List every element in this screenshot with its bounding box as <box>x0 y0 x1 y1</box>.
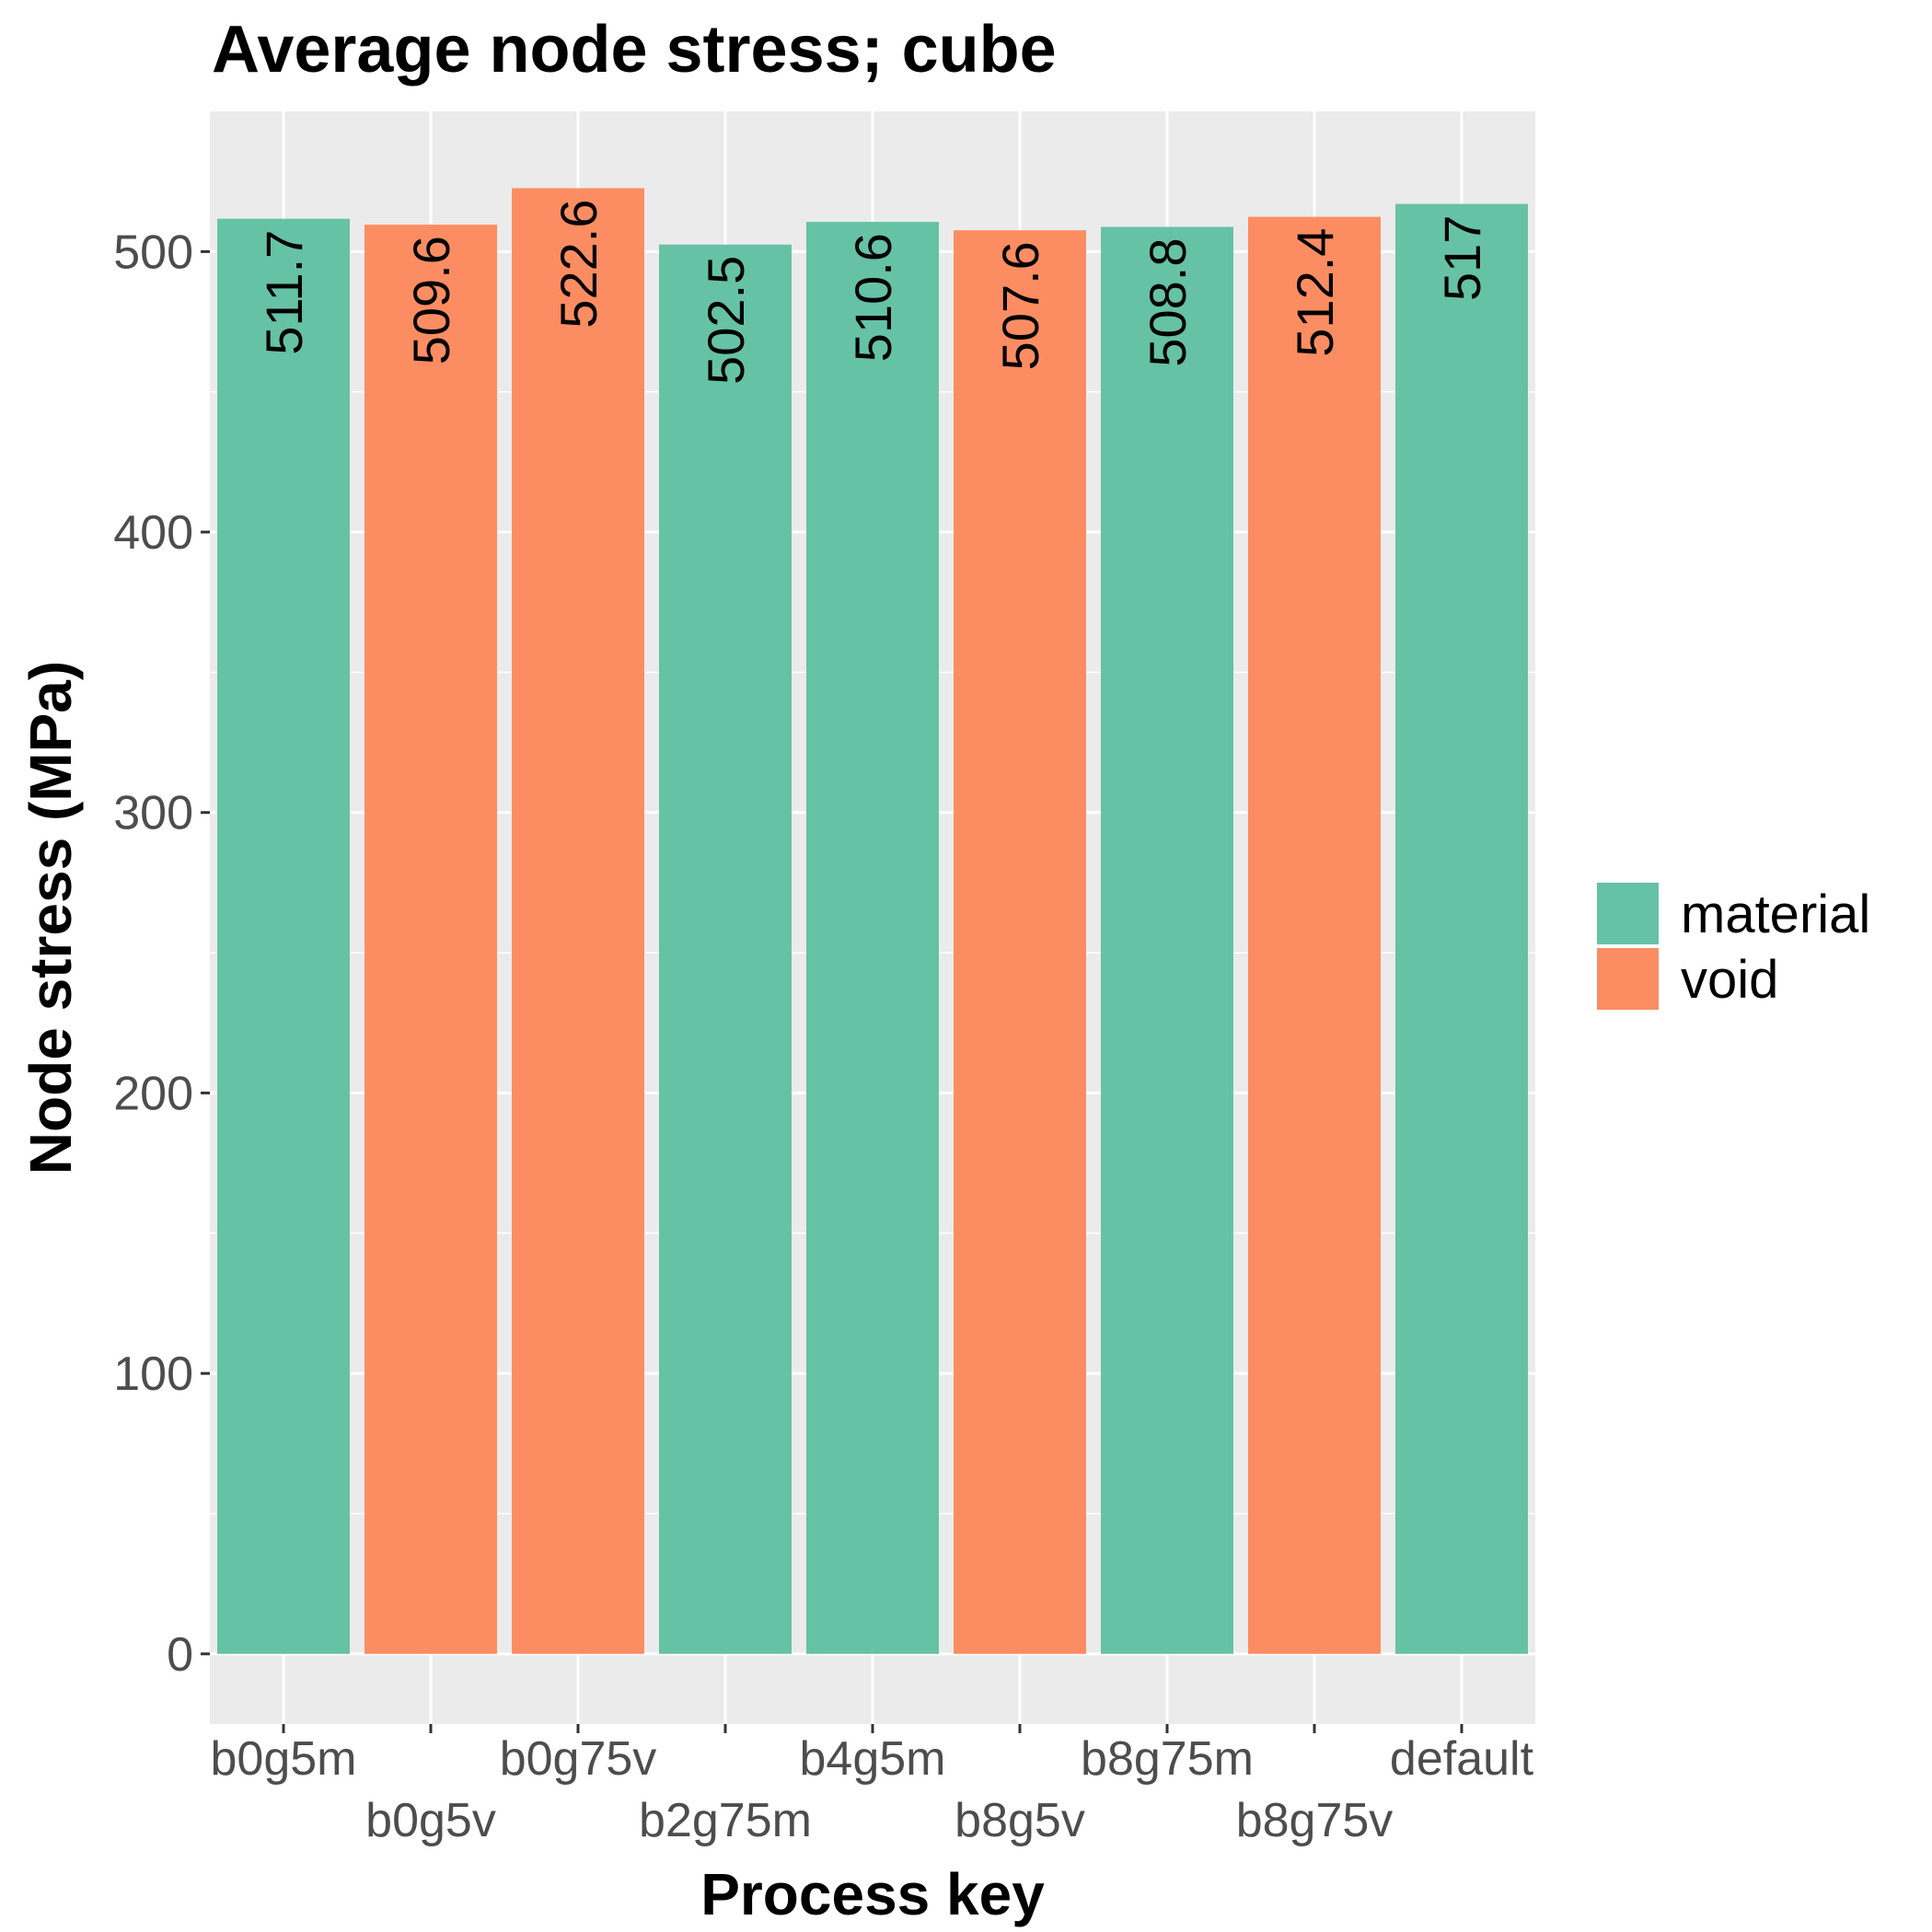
legend: material void <box>1595 881 1870 1012</box>
y-tick-label: 100 <box>113 1348 193 1401</box>
x-tick-label: b0g75v <box>500 1732 657 1786</box>
legend-label: material <box>1681 885 1870 944</box>
bar-b0g5m <box>217 218 350 1654</box>
x-tick-label: default <box>1390 1732 1534 1786</box>
x-tick-label: b2g75m <box>639 1794 812 1847</box>
y-tick-label: 500 <box>113 226 193 279</box>
y-tick-label: 400 <box>113 506 193 560</box>
y-tick-label: 200 <box>113 1067 193 1120</box>
bar-b8g75m <box>1101 226 1233 1654</box>
data-labels: 511.7 509.6 522.6 502.5 510.6 507.6 508.8 512.4… <box>255 199 1491 384</box>
x-tick-label: b4g5m <box>800 1732 946 1786</box>
y-axis: 0 100 200 300 400 500 <box>113 226 210 1682</box>
value-label: 509.6 <box>402 236 460 364</box>
bar-default <box>1395 203 1528 1654</box>
bar-b2g75m <box>659 244 792 1654</box>
bar-b8g5v <box>954 230 1086 1654</box>
x-tick-label: b8g5v <box>954 1794 1085 1847</box>
x-tick-label: b8g75m <box>1081 1732 1254 1786</box>
value-label: 502.5 <box>697 256 755 385</box>
value-label: 512.4 <box>1286 228 1344 357</box>
value-label: 508.8 <box>1139 238 1197 367</box>
value-label: 517 <box>1433 215 1491 301</box>
bar-b0g5v <box>364 225 497 1654</box>
legend-swatch-void <box>1597 948 1659 1010</box>
value-label: 510.6 <box>844 233 902 362</box>
x-tick-label: b8g75v <box>1236 1794 1394 1847</box>
y-tick-label: 300 <box>113 787 193 840</box>
value-label: 511.7 <box>255 230 313 355</box>
value-label: 507.6 <box>991 241 1049 370</box>
bars <box>217 188 1528 1654</box>
chart-title: Average node stress; cube <box>212 13 1057 87</box>
value-label: 522.6 <box>550 199 607 328</box>
x-axis-title: Process key <box>700 1861 1045 1927</box>
legend-label: void <box>1681 950 1778 1010</box>
bar-b0g75v <box>512 188 644 1654</box>
y-tick-label: 0 <box>167 1628 193 1682</box>
legend-swatch-material <box>1597 883 1659 944</box>
x-tick-label: b0g5m <box>211 1732 357 1786</box>
bar-b8g75v <box>1248 216 1381 1654</box>
x-tick-label: b0g5v <box>365 1794 496 1847</box>
bar-b4g5m <box>806 222 939 1654</box>
y-axis-title: Node stress (MPa) <box>17 661 84 1174</box>
